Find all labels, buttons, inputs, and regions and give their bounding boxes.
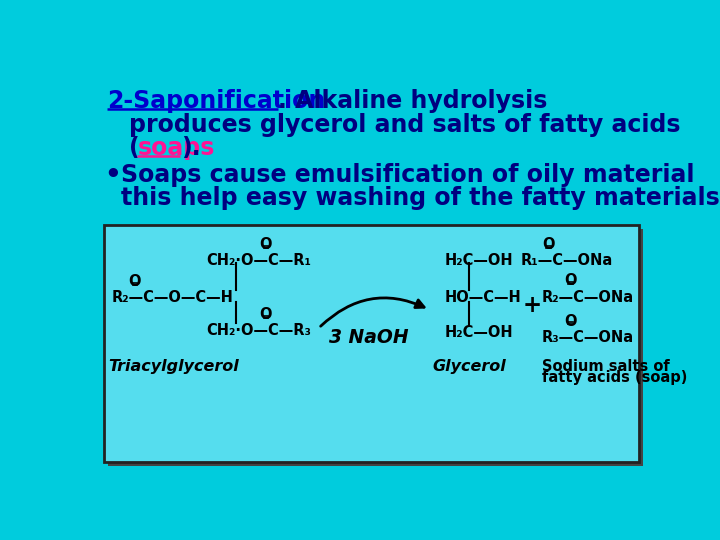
Text: Soaps cause emulsification of oily material: Soaps cause emulsification of oily mater… [121,164,695,187]
Text: O: O [564,273,577,288]
Text: this help easy washing of the fatty materials: this help easy washing of the fatty mate… [121,186,720,211]
FancyBboxPatch shape [108,229,642,466]
FancyBboxPatch shape [104,225,639,462]
Text: O: O [260,237,272,252]
Text: H₂C—OH: H₂C—OH [445,325,513,340]
Text: Triacylglycerol: Triacylglycerol [108,359,239,374]
Text: •: • [104,164,121,190]
Text: produces glycerol and salts of fatty acids: produces glycerol and salts of fatty aci… [129,112,680,137]
Text: O: O [543,237,555,252]
Text: ).: ). [181,137,200,160]
Text: R₂—C—O—C—H: R₂—C—O—C—H [112,289,233,305]
Text: O: O [129,274,141,289]
Text: +: + [522,294,541,318]
Text: Glycerol: Glycerol [433,359,507,374]
Text: O: O [260,307,272,322]
Text: R₃—C—ONa: R₃—C—ONa [542,330,634,346]
Text: R₁—C—ONa: R₁—C—ONa [520,253,613,268]
Text: Sodium salts of: Sodium salts of [542,359,670,374]
Text: soaps: soaps [138,137,215,160]
Text: fatty acids (soap): fatty acids (soap) [542,370,687,384]
Text: . Alkaline hydrolysis: . Alkaline hydrolysis [279,90,548,113]
Text: H₂C—OH: H₂C—OH [445,253,513,268]
Text: 2-Saponification: 2-Saponification [107,90,325,113]
Text: 3 NaOH: 3 NaOH [329,328,408,347]
Text: CH₂·O—C—R₃: CH₂·O—C—R₃ [206,323,311,338]
Text: HO—C—H: HO—C—H [445,289,522,305]
Text: CH₂·O—C—R₁: CH₂·O—C—R₁ [206,253,311,268]
Text: (: ( [129,137,140,160]
Text: R₂—C—ONa: R₂—C—ONa [542,289,634,305]
Text: O: O [564,314,577,328]
